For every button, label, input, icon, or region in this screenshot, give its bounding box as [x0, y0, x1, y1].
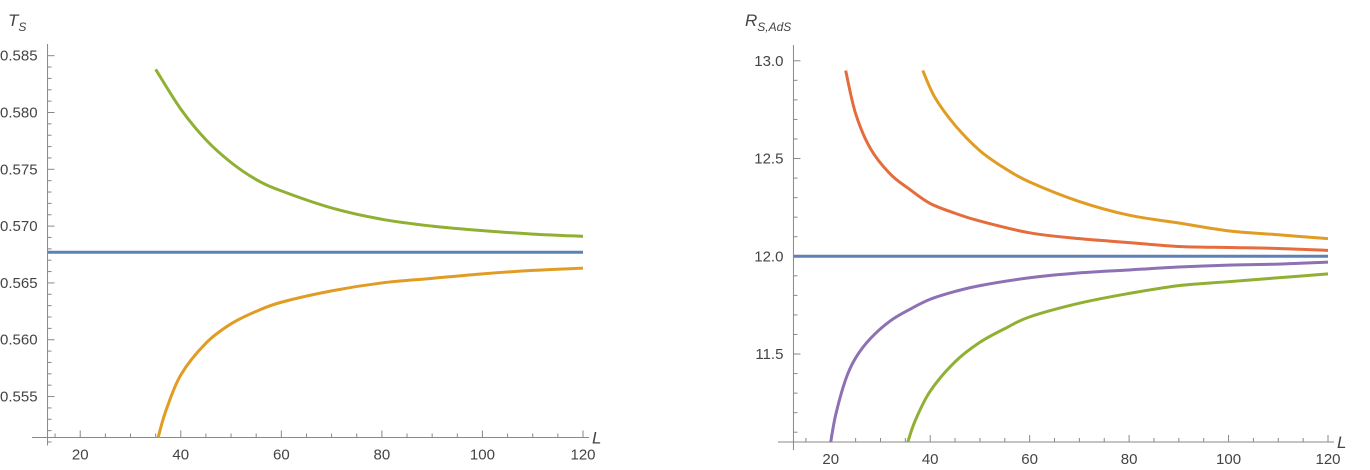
x-tick-label: 80: [374, 446, 391, 463]
series-line-4: [829, 260, 1329, 443]
series-line-5: [906, 272, 1329, 443]
x-tick-label: 20: [822, 451, 839, 468]
series-line-2: [154, 68, 584, 238]
chart-panel-2: 20 40 60 80 100 120 11.5 12.0 12.5 13.0 L RS,AdS: [745, 11, 1346, 468]
y-tick-label: 0.560: [0, 332, 38, 349]
x-tick-label: 100: [470, 446, 495, 463]
series-line-2: [844, 70, 1329, 252]
y-tick-label: 0.565: [0, 275, 38, 292]
y-tick-label: 12.5: [754, 151, 783, 168]
series-line-3: [156, 266, 584, 438]
chart-panel-1: 20 40 60 80 100 120 0.555 0.560 0.565 0.570 0.575 0…: [0, 11, 601, 463]
x-tick-label: 80: [1121, 451, 1138, 468]
y-tick-label: 12.0: [754, 248, 783, 265]
y-tick-label: 0.585: [0, 48, 38, 65]
x-tick-label: 60: [273, 446, 290, 463]
y-tick-label: 0.575: [0, 161, 38, 178]
x-axis-title: L: [592, 428, 601, 447]
x-tick-label: 40: [922, 451, 939, 468]
x-axis-title: L: [1337, 433, 1346, 452]
x-tick-label: 120: [570, 446, 595, 463]
series-line-3: [921, 69, 1329, 241]
x-tick-label: 60: [1021, 451, 1038, 468]
y-tick-label: 0.580: [0, 104, 38, 121]
x-tick-label: 100: [1216, 451, 1241, 468]
x-tick-label: 40: [172, 446, 189, 463]
y-axis-title: RS,AdS: [745, 11, 791, 34]
y-tick-label: 11.5: [755, 346, 783, 363]
x-tick-label: 120: [1315, 451, 1340, 468]
x-tick-label: 20: [72, 446, 89, 463]
y-axis-title: TS: [8, 11, 26, 34]
y-tick-label: 13.0: [754, 53, 783, 70]
y-tick-label: 0.570: [0, 218, 38, 235]
y-tick-label: 0.555: [0, 389, 38, 406]
